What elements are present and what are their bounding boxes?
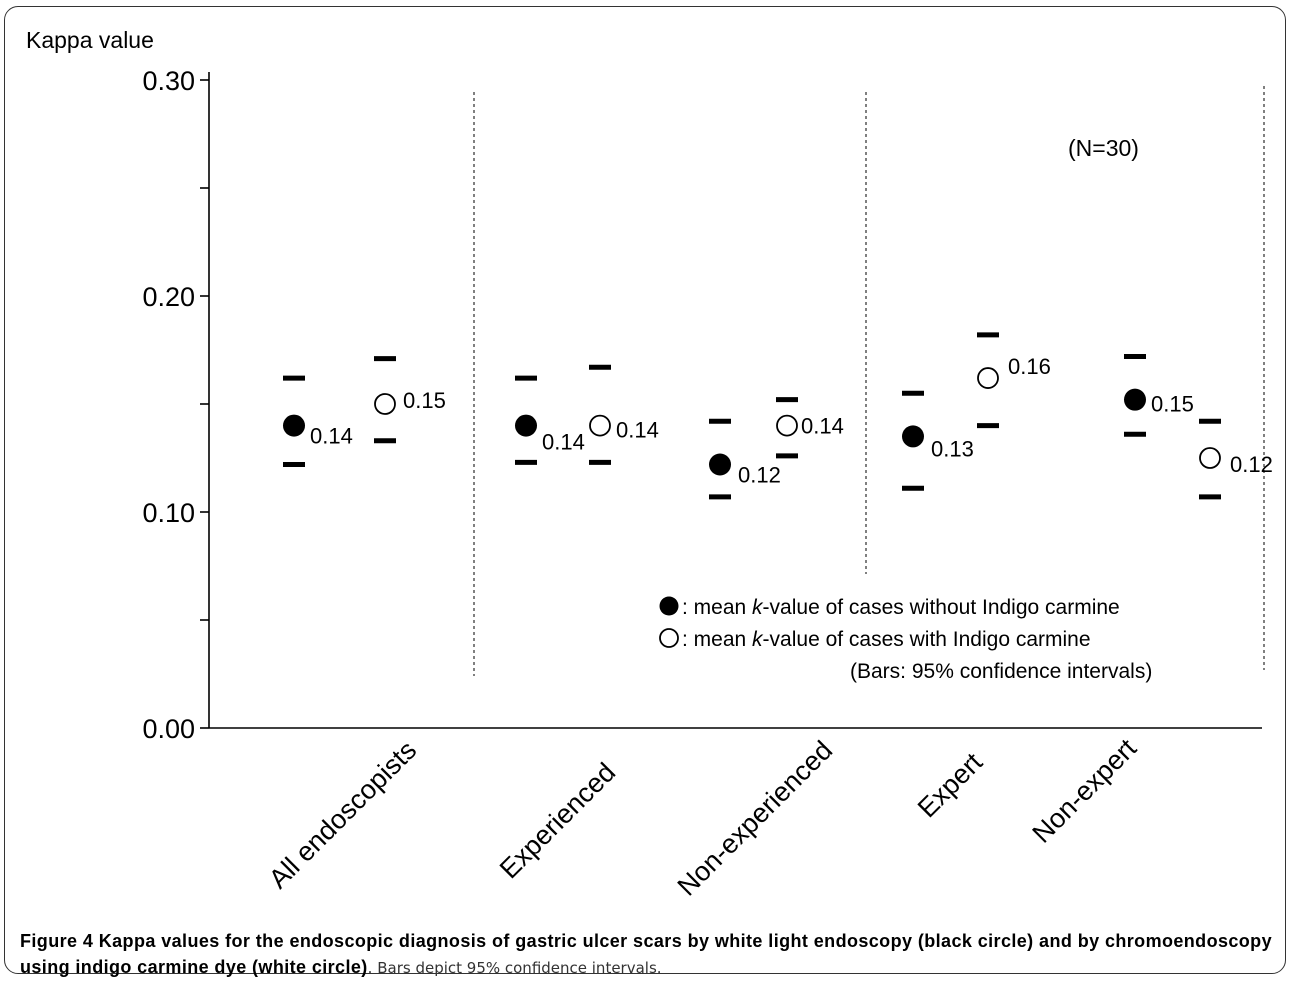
y-tick-label: 0.00 [142,714,195,744]
mean-point-with-dye [977,367,999,389]
mean-point-without-dye [902,425,924,448]
mean-point-without-dye [515,414,537,437]
data-value-label: 0.14 [310,424,353,449]
mean-point-without-dye [283,414,305,437]
y-axis-title: Kappa value [26,27,154,53]
group-dividers [473,86,1265,676]
legend-open-marker [659,628,679,648]
y-tick-label: 0.30 [142,66,195,96]
x-category-label: Non-experienced [672,735,839,902]
legend: : mean k-value of cases without Indigo c… [659,596,1152,683]
mean-point-with-dye [374,393,396,415]
figure-caption: Figure 4 Kappa values for the endoscopic… [20,928,1272,981]
data-value-label: 0.12 [738,462,781,487]
sample-size-annotation: (N=30) [1068,135,1139,161]
data-value-label: 0.14 [616,418,659,443]
figure-frame [4,6,1286,974]
y-tick-label: 0.20 [142,282,195,312]
x-category-label: Expert [912,747,989,824]
mean-point-with-dye [589,414,611,437]
mean-point-with-dye [1199,447,1221,469]
legend-filled-marker [659,596,679,616]
x-category-labels: All endoscopists Experienced Non-experienc… [263,733,1143,902]
data-value-label: 0.12 [1230,452,1273,477]
data-value-label: 0.14 [542,430,585,455]
mean-point-with-dye [776,414,798,437]
y-tick-label: 0.10 [142,498,195,528]
data-value-label: 0.13 [931,436,974,461]
mean-point-without-dye [709,453,731,476]
caption-title: Figure 4 Kappa values for the endoscopic… [20,931,1272,977]
data-value-label: 0.16 [1008,354,1051,379]
data-value-label: 0.15 [1151,392,1194,417]
mean-point-without-dye [1124,388,1146,411]
data-marks: 0.14 0.14 0.12 0.13 0.15 0.15 0.14 0.14 0.16 0.12 [283,332,1273,500]
legend-item-without: : mean k-value of cases without Indigo c… [682,596,1120,619]
y-axis: 0.00 0.10 0.20 0.30 [142,66,1262,744]
data-value-label: 0.15 [403,388,446,413]
x-category-label: All endoscopists [263,735,422,894]
x-category-label: Experienced [494,757,621,884]
legend-item-with: : mean k-value of cases with Indigo carm… [682,628,1091,651]
data-value-label: 0.14 [801,414,844,439]
x-category-label: Non-expert [1027,733,1143,849]
legend-note: (Bars: 95% confidence intervals) [850,660,1152,683]
caption-note: . Bars depict 95% confidence intervals. [367,959,662,977]
